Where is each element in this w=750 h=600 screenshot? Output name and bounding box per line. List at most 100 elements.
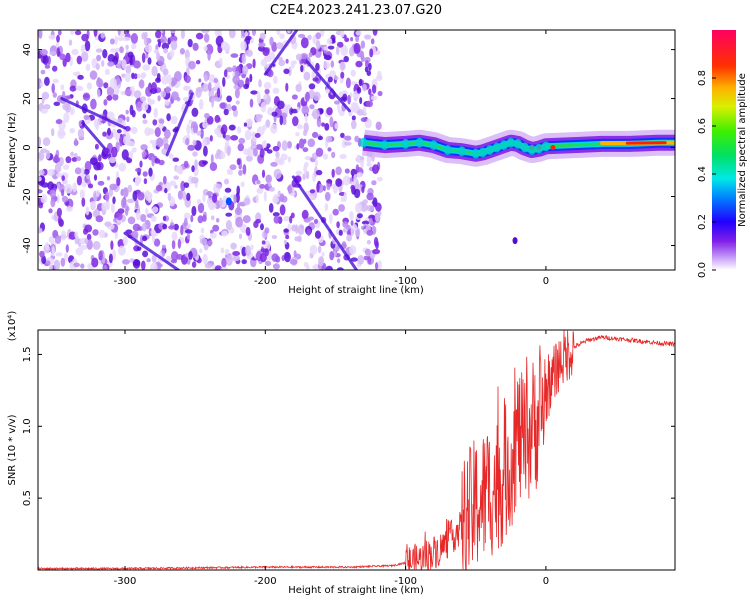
- noise-blob: [306, 264, 310, 270]
- noise-blob: [350, 184, 356, 191]
- noise-blob: [89, 70, 98, 80]
- noise-blob: [156, 137, 164, 148]
- noise-blob: [45, 150, 51, 160]
- noise-blob: [346, 230, 351, 236]
- noise-blob: [93, 30, 98, 37]
- noise-blob: [140, 73, 146, 79]
- noise-blob: [279, 115, 284, 126]
- noise-blob: [198, 78, 202, 83]
- noise-blob: [56, 47, 60, 58]
- noise-blob: [117, 208, 125, 215]
- noise-blob: [52, 78, 59, 84]
- noise-blob: [78, 120, 83, 127]
- noise-blob: [201, 30, 210, 34]
- noise-blob: [206, 115, 214, 125]
- noise-blob: [295, 84, 302, 92]
- noise-blob: [81, 166, 85, 176]
- noise-blob: [305, 171, 310, 180]
- noise-blob: [186, 123, 191, 135]
- noise-blob: [92, 229, 99, 236]
- noise-blob: [171, 231, 178, 241]
- noise-blob: [327, 147, 332, 152]
- noise-blob: [366, 162, 372, 167]
- noise-blob: [151, 65, 158, 77]
- noise-streak: [123, 231, 180, 270]
- noise-blob: [79, 189, 85, 199]
- noise-blob: [220, 41, 229, 51]
- noise-blob: [108, 187, 114, 197]
- noise-blob: [304, 113, 308, 123]
- noise-blob: [258, 79, 262, 88]
- noise-blob: [340, 132, 345, 139]
- noise-blob: [296, 143, 300, 150]
- noise-blob: [125, 65, 132, 75]
- track-lump: [520, 142, 529, 153]
- top-x-axis-label: Height of straight line (km): [288, 285, 424, 296]
- noise-blob: [325, 265, 333, 270]
- noise-blob: [184, 229, 193, 234]
- noise-blob: [72, 182, 77, 193]
- noise-streak: [165, 92, 194, 157]
- noise-blob: [41, 96, 45, 104]
- track-lump: [457, 146, 466, 157]
- top-y-tick-label: 0: [22, 144, 33, 150]
- noise-blob: [157, 95, 161, 102]
- noise-blob: [172, 157, 180, 162]
- noise-blob: [202, 137, 207, 148]
- noise-blob: [150, 215, 157, 222]
- noise-blob: [163, 47, 169, 54]
- noise-blob: [340, 45, 349, 56]
- noise-blob: [271, 111, 278, 117]
- noise-blob: [117, 36, 124, 42]
- noise-blob: [288, 66, 292, 77]
- noise-blob: [49, 189, 57, 198]
- noise-blob: [190, 214, 194, 223]
- noise-blob: [210, 154, 214, 164]
- noise-blob: [109, 183, 118, 190]
- noise-blob: [117, 30, 121, 36]
- noise-blob: [342, 175, 351, 186]
- noise-blob: [148, 128, 155, 135]
- noise-blob: [72, 71, 80, 76]
- noise-blob: [260, 223, 264, 231]
- noise-blob: [110, 240, 114, 250]
- noise-blob: [345, 77, 351, 89]
- noise-blob: [287, 30, 291, 34]
- noise-blob: [260, 102, 267, 113]
- noise-blob: [106, 111, 115, 120]
- noise-blob: [276, 42, 284, 50]
- noise-blob: [90, 200, 97, 210]
- noise-blob: [56, 194, 60, 204]
- noise-blob: [232, 255, 241, 262]
- noise-blob: [91, 257, 99, 268]
- noise-blob: [48, 34, 56, 40]
- noise-blob: [126, 116, 130, 123]
- noise-blob: [308, 52, 313, 58]
- noise-blob: [210, 232, 217, 239]
- noise-blob: [366, 70, 372, 76]
- noise-blob: [295, 132, 300, 137]
- noise-blob: [74, 30, 82, 36]
- noise-blob: [103, 264, 108, 270]
- noise-blob: [75, 247, 84, 256]
- noise-blob: [80, 44, 86, 53]
- noise-blob: [84, 238, 89, 245]
- noise-blob: [107, 61, 115, 67]
- top-x-tick-label: -300: [114, 276, 137, 287]
- noise-blob: [126, 198, 135, 204]
- noise-blob: [107, 127, 111, 136]
- noise-blob: [308, 83, 316, 90]
- noise-blob: [295, 224, 299, 234]
- track-lump: [401, 138, 410, 149]
- noise-blob: [74, 138, 78, 147]
- noise-blob: [44, 76, 50, 86]
- noise-blob: [92, 210, 98, 218]
- bottom-x-tick-label: -100: [394, 576, 417, 587]
- noise-blob: [245, 226, 251, 236]
- noise-blob: [366, 239, 371, 245]
- noise-blob: [272, 196, 279, 204]
- noise-blob: [258, 42, 266, 48]
- noise-blob: [62, 164, 70, 170]
- noise-blob: [156, 52, 161, 61]
- noise-blob: [39, 250, 45, 258]
